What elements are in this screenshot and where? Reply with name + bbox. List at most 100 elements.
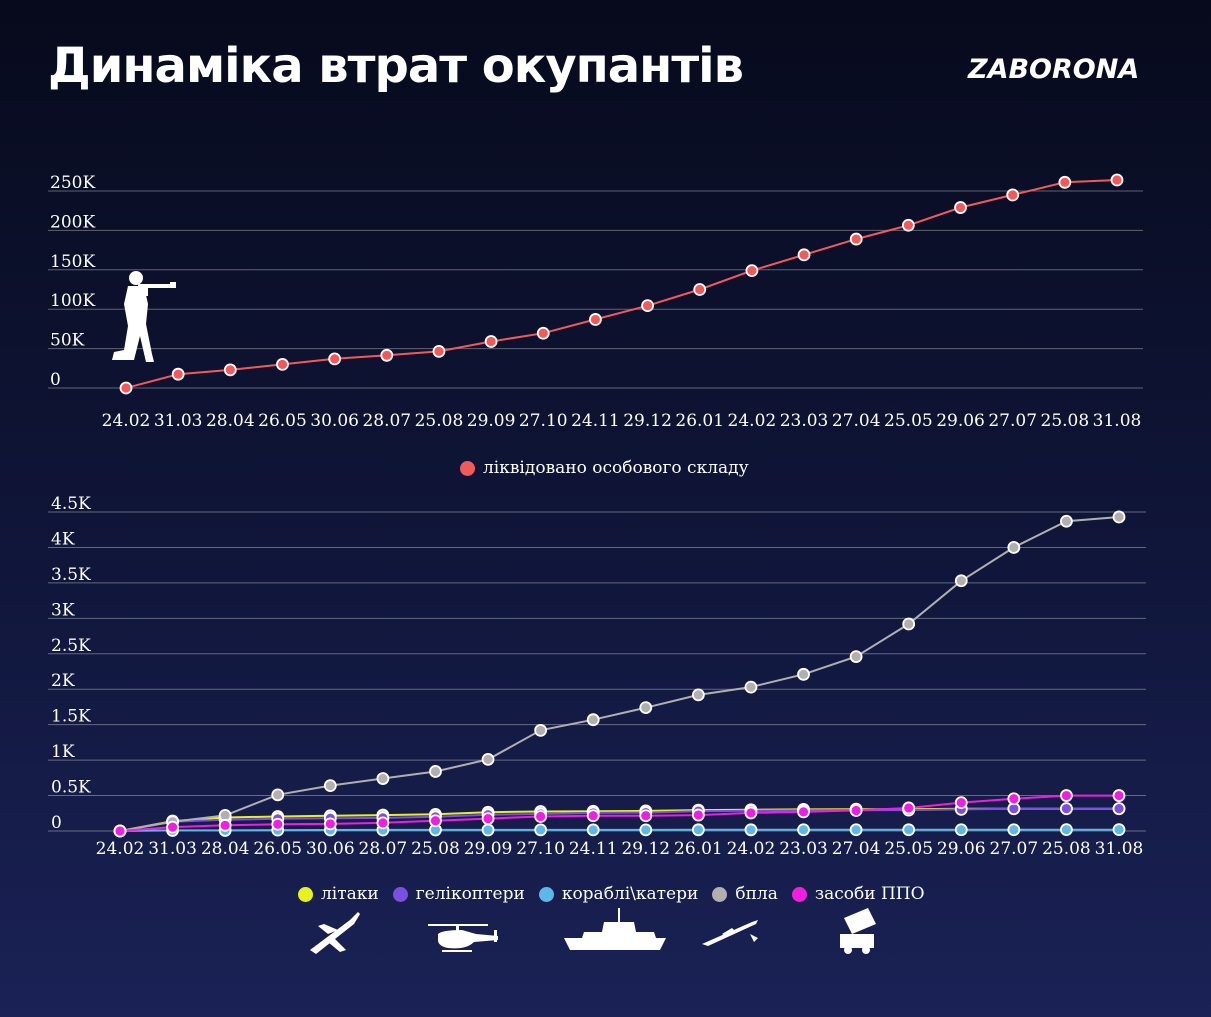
x-tick-label: 24.02 (96, 839, 145, 859)
data-point (1060, 514, 1073, 528)
data-point (744, 823, 758, 837)
series-line (119, 828, 1119, 832)
helicopter-icon (428, 924, 498, 952)
data-point (484, 335, 498, 348)
data-point (954, 574, 968, 588)
data-point (954, 796, 968, 810)
data-point (1060, 802, 1073, 815)
y-tick-label: 3K (51, 600, 75, 620)
data-point (1060, 789, 1073, 802)
data-point (954, 823, 968, 837)
y-tick-label: 250K (50, 173, 95, 193)
data-point (113, 824, 127, 838)
legend-label: гелікоптери (415, 884, 525, 904)
legend-item: ліквідовано особового складу (460, 458, 749, 478)
y-tick-label: 50K (50, 331, 85, 351)
x-tick-label: 25.05 (884, 839, 933, 859)
data-point (691, 823, 705, 837)
data-point (276, 357, 289, 371)
data-point (534, 723, 548, 737)
data-point (1007, 823, 1021, 837)
x-tick-label: 29.06 (936, 411, 985, 431)
data-point (797, 823, 810, 837)
x-tick-label: 27.10 (516, 839, 565, 859)
x-tick-label: 24.02 (727, 839, 776, 859)
series-line (119, 807, 1119, 832)
legend-dot (712, 886, 728, 902)
y-tick-label: 0 (51, 813, 62, 833)
data-point (1112, 789, 1126, 802)
y-tick-label: 1.5K (51, 707, 91, 727)
data-point (744, 680, 758, 694)
legend-item-planes: літаки (298, 884, 379, 904)
legend-label: бпла (735, 884, 778, 904)
data-point (639, 823, 653, 837)
legend-label: літаки (321, 884, 379, 904)
data-point (901, 218, 915, 232)
legend-label: кораблі\катери (561, 884, 699, 904)
legend-dot (538, 886, 554, 902)
x-tick-label: 25.08 (1041, 411, 1090, 431)
data-point (744, 806, 758, 820)
legend-dot (298, 886, 313, 902)
x-tick-label: 24.11 (569, 839, 618, 859)
x-tick-label: 27.04 (832, 411, 881, 431)
y-tick-label: 1K (51, 742, 75, 762)
data-point (1112, 802, 1126, 815)
data-point (849, 823, 863, 837)
legend-item-air-defense: засоби ППО (791, 884, 925, 904)
y-tick-label: 2K (51, 671, 75, 691)
data-point (271, 788, 285, 802)
legend-item-helicopters: гелікоптери (392, 884, 525, 904)
x-tick-label: 26.01 (675, 411, 724, 431)
data-point (171, 367, 185, 381)
data-point (271, 817, 285, 831)
data-point (1112, 823, 1126, 837)
data-point (693, 283, 707, 296)
drone-icon (702, 920, 758, 946)
x-tick-label: 23.03 (779, 839, 828, 859)
data-point (1007, 792, 1021, 806)
data-point (323, 779, 337, 793)
x-tick-label: 31.03 (148, 839, 197, 859)
ship-icon (564, 908, 666, 950)
data-point (797, 667, 810, 681)
data-point (481, 753, 495, 766)
page-title: Динаміка втрат окупантів (48, 38, 744, 94)
x-tick-label: 24.11 (571, 411, 620, 431)
y-tick-label: 0.5K (51, 778, 91, 798)
data-point (902, 801, 916, 815)
data-point (328, 352, 342, 366)
x-tick-label: 26.01 (674, 839, 723, 859)
data-point (902, 823, 916, 837)
data-point (536, 326, 550, 340)
legend-dot (392, 886, 408, 902)
data-point (691, 808, 705, 822)
data-point (586, 809, 600, 823)
legend-item-drones: бпла (712, 884, 778, 904)
series-line (125, 179, 1118, 389)
x-tick-label: 28.07 (362, 411, 411, 431)
data-point (589, 313, 602, 326)
data-point (432, 344, 446, 358)
data-point (218, 818, 232, 832)
series-line (119, 794, 1119, 832)
x-tick-label: 25.08 (411, 839, 460, 859)
data-point (797, 805, 810, 819)
y-tick-label: 0 (50, 370, 61, 390)
data-point (1060, 823, 1073, 837)
x-tick-label: 30.06 (310, 411, 359, 431)
x-tick-label: 27.04 (832, 839, 881, 859)
data-point (586, 713, 600, 727)
data-point (534, 810, 548, 823)
data-point (376, 772, 390, 785)
y-tick-label: 4K (51, 529, 75, 549)
data-point (1007, 541, 1021, 554)
y-tick-label: 150K (50, 252, 95, 272)
y-tick-label: 3.5K (51, 565, 91, 585)
data-point (534, 823, 548, 837)
x-tick-label: 24.02 (728, 411, 777, 431)
x-tick-label: 31.08 (1095, 839, 1144, 859)
